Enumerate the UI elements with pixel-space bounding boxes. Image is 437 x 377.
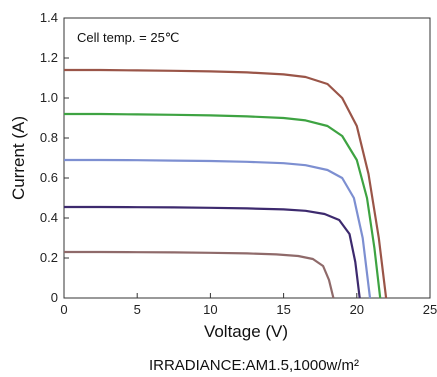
y-tick-label: 0: [51, 290, 58, 305]
y-axis-label: Current (A): [9, 116, 28, 200]
x-axis-label: Voltage (V): [204, 322, 288, 341]
x-tick-label: 25: [423, 302, 437, 317]
series-line-4: [64, 205, 361, 299]
x-tick-label: 20: [350, 302, 364, 317]
x-tick-label: 0: [60, 302, 67, 317]
y-tick-label: 0.2: [40, 250, 58, 265]
series-line-3: [64, 158, 372, 299]
plot-frame: [63, 17, 431, 299]
irradiance-caption: IRRADIANCE:AM1.5,1000w/m²: [149, 357, 359, 374]
y-tick-label: 1.0: [40, 90, 58, 105]
series-lines: [64, 68, 388, 299]
y-axis-ticks: 0 0.2 0.4 0.6 0.8 1.0 1.2 1.4: [40, 10, 69, 305]
y-tick-label: 0.4: [40, 210, 58, 225]
x-axis-ticks: 0 5 10 15 20 25: [60, 293, 437, 317]
x-tick-label: 10: [203, 302, 217, 317]
series-line-1: [64, 68, 388, 299]
x-tick-label: 5: [134, 302, 141, 317]
series-line-2: [64, 112, 382, 299]
y-tick-label: 1.4: [40, 10, 58, 25]
series-line-5: [64, 250, 335, 299]
x-tick-label: 15: [276, 302, 290, 317]
y-tick-label: 1.2: [40, 50, 58, 65]
y-tick-label: 0.8: [40, 130, 58, 145]
cell-temp-annotation: Cell temp. = 25℃: [77, 30, 179, 45]
y-tick-label: 0.6: [40, 170, 58, 185]
